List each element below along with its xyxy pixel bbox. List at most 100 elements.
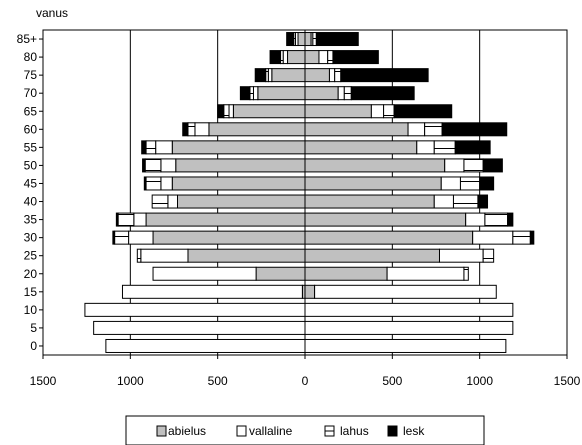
bar-right-vallaline-65 (370, 104, 385, 119)
x-tick-label-5: 1000 (466, 374, 493, 388)
bar-right-lahus-85+ (312, 32, 317, 47)
bar-left-abielus-55 (171, 140, 306, 155)
bar-left-lahus-40 (151, 194, 169, 209)
bar-left-lahus-50 (144, 158, 162, 173)
bar-left-abielus-70 (257, 86, 306, 101)
bar-left-abielus-75 (271, 68, 306, 83)
bar-right-lahus-50 (463, 158, 484, 173)
bar-right-abielus-30 (304, 230, 474, 245)
bar-left-lesk-85+ (286, 32, 295, 47)
bar-right-vallaline-10 (304, 302, 514, 317)
bar-right-vallaline-70 (337, 86, 345, 101)
bar-left-vallaline-15 (121, 284, 303, 299)
bar-right-abielus-20 (304, 266, 388, 281)
bar-left-vallaline-20 (152, 266, 257, 281)
bar-right-vallaline-20 (386, 266, 465, 281)
legend-label-lahus: lahus (340, 424, 369, 438)
bar-left-lesk-70 (239, 86, 251, 101)
bar-right-abielus-55 (304, 140, 418, 155)
bar-right-lahus-80 (327, 50, 334, 65)
y-axis-label: vanus (36, 6, 68, 20)
bar-left-abielus-40 (176, 194, 306, 209)
bar-right-abielus-75 (304, 68, 330, 83)
bar-left-vallaline-55 (155, 140, 173, 155)
bar-left-lesk-55 (141, 140, 147, 155)
bar-left-vallaline-60 (194, 122, 210, 137)
bar-left-vallaline-5 (93, 320, 306, 335)
bar-left-abielus-30 (152, 230, 306, 245)
legend-swatch-vallaline (236, 425, 247, 437)
bar-right-vallaline-45 (440, 176, 461, 191)
bar-right-lesk-85+ (315, 32, 359, 47)
y-tick-label-35: 35 (24, 213, 38, 227)
bar-right-abielus-45 (304, 176, 442, 191)
y-tick-label-55: 55 (24, 140, 38, 154)
bar-left-vallaline-25 (140, 248, 189, 263)
bar-right-abielus-60 (304, 122, 409, 137)
y-tick-label-5: 5 (30, 321, 37, 335)
legend-label-lesk: lesk (403, 424, 425, 438)
bar-right-lahus-65 (383, 104, 395, 119)
bar-right-abielus-80 (304, 50, 320, 65)
x-tick-label-1: 1000 (117, 374, 144, 388)
bar-right-vallaline-5 (304, 320, 514, 335)
bar-left-lahus-45 (145, 176, 162, 191)
bar-left-vallaline-70 (252, 86, 259, 101)
bar-right-vallaline-30 (472, 230, 514, 245)
bar-left-abielus-80 (287, 50, 306, 65)
bar-right-abielus-70 (304, 86, 339, 101)
bar-right-lahus-20 (463, 266, 469, 281)
bar-right-abielus-15 (304, 284, 316, 299)
bar-left-abielus-20 (255, 266, 306, 281)
y-tick-label-30: 30 (24, 231, 38, 245)
y-tick-label-70: 70 (24, 86, 38, 100)
legend-box (125, 415, 485, 445)
bar-right-abielus-85+ (304, 32, 312, 47)
bar-left-abielus-45 (171, 176, 306, 191)
bar-left-vallaline-65 (228, 104, 234, 119)
y-tick-label-75: 75 (24, 68, 38, 82)
legend-label-abielus: abielus (168, 424, 206, 438)
bar-right-abielus-65 (304, 104, 372, 119)
bar-right-lesk-80 (332, 50, 379, 65)
bar-right-lahus-75 (334, 68, 342, 83)
bar-left-vallaline-40 (167, 194, 178, 209)
y-tick-label-0: 0 (30, 339, 37, 353)
bar-left-abielus-85+ (297, 32, 306, 47)
bar-left-abielus-35 (145, 212, 306, 227)
bar-right-vallaline-15 (314, 284, 497, 299)
bar-left-vallaline-45 (160, 176, 173, 191)
bar-left-vallaline-50 (160, 158, 177, 173)
bar-left-lahus-25 (136, 248, 142, 263)
bar-left-lesk-75 (254, 68, 267, 83)
y-tick-label-15: 15 (24, 285, 38, 299)
bar-right-vallaline-35 (465, 212, 486, 227)
bar-left-vallaline-80 (282, 50, 289, 65)
bar-right-lahus-60 (424, 122, 443, 137)
bar-right-lesk-75 (340, 68, 429, 83)
bar-right-abielus-35 (304, 212, 467, 227)
bar-left-lesk-80 (269, 50, 282, 65)
bar-left-lahus-55 (145, 140, 157, 155)
bar-right-vallaline-40 (433, 194, 454, 209)
legend-swatch-lesk (387, 425, 398, 437)
bar-right-lahus-70 (343, 86, 352, 101)
bar-right-lesk-55 (454, 140, 491, 155)
bar-right-abielus-50 (304, 158, 446, 173)
y-tick-label-40: 40 (24, 195, 38, 209)
axes: 0 5 10 15 20 25 30 35 40 45 50 55 60 65 70 75 80 85+ 1500 1… (17, 30, 581, 388)
bar-left-lesk-50 (142, 158, 146, 173)
bar-left-vallaline-0 (105, 338, 306, 353)
x-tick-label-6: 1500 (554, 374, 581, 388)
bar-left-lahus-65 (223, 104, 230, 119)
bar-right-vallaline-50 (444, 158, 465, 173)
bar-right-lesk-65 (393, 104, 453, 119)
bar-right-lesk-50 (482, 158, 503, 173)
bar-left-abielus-65 (232, 104, 306, 119)
bar-left-lesk-35 (115, 212, 119, 227)
bar-right-lahus-25 (482, 248, 495, 263)
bar-right-vallaline-60 (407, 122, 426, 137)
y-tick-label-80: 80 (24, 50, 38, 64)
bar-left-vallaline-30 (128, 230, 154, 245)
